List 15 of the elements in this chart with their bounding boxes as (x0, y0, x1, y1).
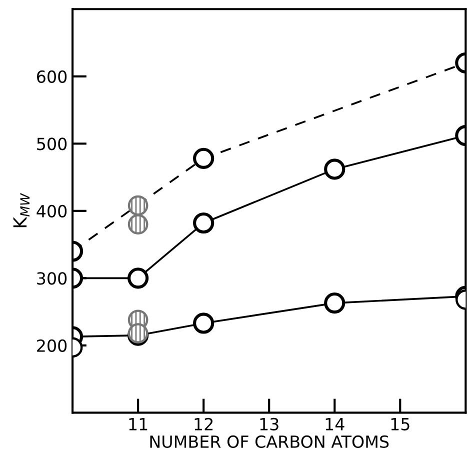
y-tick-label: 500 (37, 138, 67, 150)
x-tick-label: 15 (391, 418, 410, 430)
x-tick-label: 11 (129, 418, 148, 430)
y-tick-label: 300 (37, 272, 67, 285)
y-tick-label: 200 (37, 339, 67, 352)
y-tick-label: 400 (36, 204, 67, 218)
point (128, 268, 149, 289)
point (193, 312, 214, 334)
y-axis-title: K$_{MW}$ (13, 193, 30, 228)
point (193, 212, 214, 234)
x-axis-title: NUMBER OF CARBON ATOMS (150, 435, 389, 448)
x-tick-label: 14 (326, 418, 344, 430)
y-tick-label: 600 (37, 70, 67, 83)
x-tick-label: 13 (260, 418, 278, 430)
x-tick-label: 12 (194, 418, 213, 430)
